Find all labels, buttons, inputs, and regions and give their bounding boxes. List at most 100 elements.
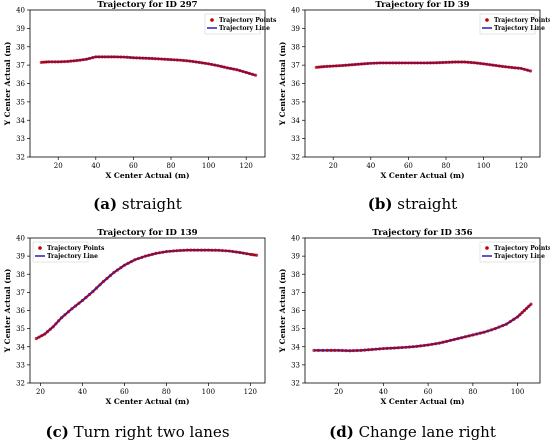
trajectory-point (463, 60, 467, 64)
trajectory-point (529, 69, 533, 73)
trajectory-point (112, 270, 116, 275)
x-tick-label: 100 (477, 162, 490, 170)
trajectory-point (78, 58, 82, 62)
trajectory-point (374, 347, 378, 351)
trajectory-point (381, 61, 385, 65)
trajectory-point (431, 61, 436, 65)
trajectory-point (411, 345, 415, 349)
trajectory-point (116, 55, 120, 59)
trajectory-point (450, 60, 454, 64)
trajectory-point (66, 310, 71, 314)
trajectory-point (238, 69, 242, 73)
trajectory-point (348, 349, 352, 353)
trajectory-point (225, 66, 229, 70)
trajectory-point (194, 60, 198, 64)
chart-panel-b: Trajectory for ID 39 32 33 34 35 36 37 38 39 40 20… (275, 0, 550, 224)
trajectory-point (351, 349, 356, 353)
trajectory-point (329, 348, 333, 352)
trajectory-point (453, 60, 457, 64)
trajectory-point (445, 339, 449, 343)
y-tick-label: 35 (291, 325, 300, 333)
trajectory-point (419, 61, 423, 65)
trajectory-point (106, 55, 110, 59)
trajectory-point (441, 60, 445, 65)
trajectory-point (447, 60, 451, 64)
trajectory-point (48, 327, 52, 331)
trajectory-point (322, 64, 326, 69)
trajectory-point (150, 56, 154, 61)
trajectory-point (336, 348, 341, 352)
y-tick-label: 38 (291, 271, 300, 279)
y-tick-label: 38 (291, 43, 300, 51)
trajectory-point (241, 251, 245, 255)
x-tick-label: 40 (78, 388, 87, 396)
trajectory-point (178, 58, 182, 62)
y-tick-label: 32 (16, 154, 25, 162)
x-tick-label: 80 (468, 388, 477, 396)
trajectory-point (331, 64, 335, 68)
caption-letter-c: (c) (45, 423, 69, 441)
trajectory-point (328, 64, 332, 68)
trajectory-point (66, 59, 70, 64)
caption-text-b: straight (397, 195, 458, 213)
trajectory-point (131, 56, 135, 60)
x-tick-label: 60 (129, 162, 138, 170)
x-tick-label: 120 (244, 388, 257, 396)
trajectory-point (325, 348, 329, 352)
trajectory-point (156, 57, 161, 61)
y-tick-label: 33 (291, 135, 300, 143)
legend-line-label: Trajectory Line (494, 253, 545, 260)
y-tick-label: 40 (16, 7, 25, 15)
trajectory-point (508, 320, 512, 324)
trajectory-point (378, 61, 382, 65)
trajectory-point (54, 322, 58, 326)
y-tick-label: 39 (291, 25, 300, 33)
trajectory-point (157, 251, 161, 255)
trajectory-point (485, 62, 489, 66)
trajectory-point (227, 249, 231, 253)
trajectory-point (516, 66, 520, 70)
y-tick-label: 33 (16, 361, 25, 369)
trajectory-point (400, 61, 404, 65)
trajectory-point (452, 337, 456, 342)
trajectory-point (172, 58, 176, 62)
y-tick-label: 34 (291, 117, 300, 125)
trajectory-point (138, 56, 142, 60)
caption-letter-b: (b) (367, 195, 393, 213)
chart-svg-c: Trajectory for ID 139 32 33 34 35 36 37 38 39 40 2… (3, 228, 266, 406)
chart-svg-a: Trajectory for ID 297 32 33 34 35 36 37 38 39 40 2… (3, 0, 277, 180)
y-tick-label: 38 (16, 271, 25, 279)
legend-points-marker (210, 18, 214, 22)
trajectory-point (422, 61, 426, 65)
chart-title: Trajectory for ID 139 (97, 228, 197, 238)
y-tick-label: 36 (16, 307, 25, 315)
y-tick-label: 34 (291, 343, 300, 351)
trajectory-point (84, 57, 88, 61)
caption-text-d: Change lane right (358, 423, 496, 441)
caption-a: (a) straight (0, 195, 275, 213)
trajectory-point (143, 254, 148, 258)
trajectory-point (456, 336, 460, 341)
trajectory-point (247, 71, 251, 75)
trajectory-point (407, 345, 412, 349)
legend-points-label: Trajectory Points (494, 245, 550, 252)
trajectory-point (94, 55, 98, 59)
y-tick-label: 40 (16, 235, 25, 243)
trajectory-point (435, 61, 439, 65)
trajectory-point (469, 60, 473, 65)
trajectory-point (522, 308, 526, 313)
caption-text-c: Turn right two lanes (73, 423, 230, 441)
trajectory-point (255, 253, 259, 257)
trajectory-point (185, 59, 189, 63)
trajectory-point (527, 304, 531, 308)
trajectory-point (228, 66, 233, 71)
y-tick-label: 40 (291, 235, 300, 243)
trajectory-point (389, 346, 393, 350)
trajectory-point (482, 62, 486, 66)
y-tick-label: 39 (291, 253, 300, 261)
trajectory-point (344, 63, 348, 67)
chart-svg-b: Trajectory for ID 39 32 33 34 35 36 37 38 39 40 20… (278, 0, 550, 180)
trajectory-point (422, 343, 426, 348)
trajectory-point (312, 348, 316, 352)
trajectory-point (397, 61, 401, 65)
